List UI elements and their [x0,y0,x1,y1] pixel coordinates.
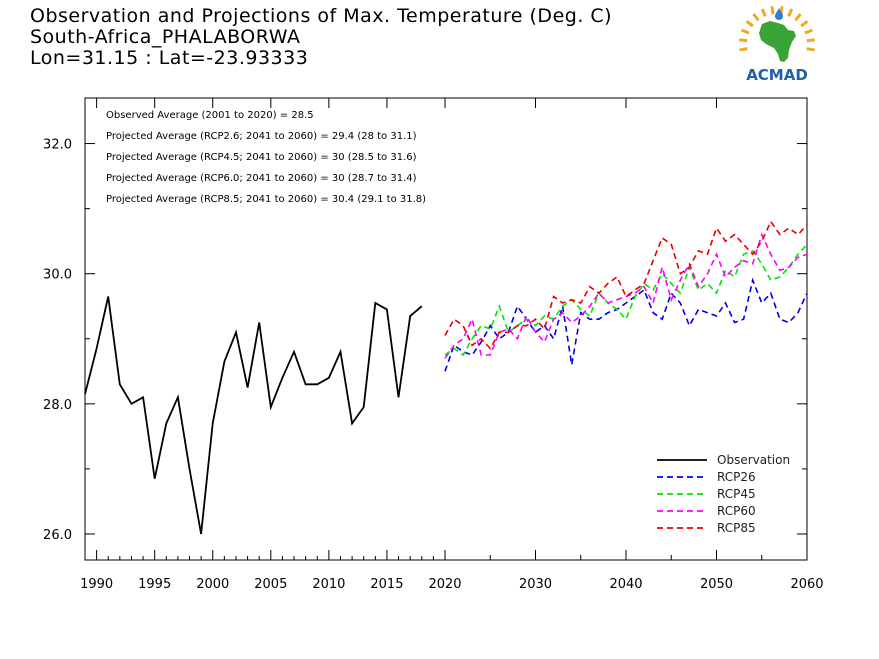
sun-ray [806,47,815,52]
x-tick-label: 2010 [312,577,345,592]
plot-frame [84,97,808,561]
africa-continent-icon [759,21,796,62]
y-tick-label: 28.0 [43,398,72,413]
sun-ray [794,13,802,22]
stat-line: Observed Average (2001 to 2020) = 28.5 [106,110,314,121]
sun-ray [800,20,809,28]
stat-line: Projected Average (RCP4.5; 2041 to 2060)… [106,152,417,163]
sun-ray [770,6,775,15]
legend-label: RCP60 [717,504,756,518]
x-tick-label: 2040 [609,577,642,592]
x-tick-label: 1995 [138,577,171,592]
chart-title-block: Observation and Projections of Max. Temp… [30,6,612,69]
sun-ray [741,28,750,35]
sun-ray [739,38,748,43]
station-name: South-Africa_PHALABORWA [30,26,301,48]
legend-label: RCP45 [717,487,756,501]
station-coordinates: Lon=31.15 : Lat=-23.93333 [30,47,309,69]
logo-text: ACMAD [746,66,808,84]
series-line-rcp60 [444,232,808,359]
series-line-rcp45 [444,243,808,357]
stat-line: Projected Average (RCP2.6; 2041 to 2060)… [106,131,417,142]
x-tick-label: 2005 [254,577,287,592]
x-tick-label: 1990 [80,577,113,592]
sun-ray [745,20,754,28]
sun-ray [806,38,815,43]
chart-axes: 26.0 28.0 30.0 32.0 1990 1995 2000 2005 2010 2015… [43,97,824,592]
x-tick-label: 2060 [790,577,823,592]
x-tick-label: 2020 [428,577,461,592]
sun-ray [804,28,813,35]
sun-ray [760,8,767,17]
chart-legend: Observation RCP26 RCP45 RCP60 RCP85 [657,453,790,535]
legend-label: Observation [717,453,790,467]
legend-label: RCP85 [717,521,756,535]
y-tick-label: 30.0 [43,268,72,283]
water-drop-icon [775,8,783,20]
africa-map-logo-icon: ACMAD [739,6,815,84]
chart-title: Observation and Projections of Max. Temp… [30,5,613,27]
legend-label: RCP26 [717,470,756,484]
sun-rays-icon [739,6,815,52]
stat-line: Projected Average (RCP6.0; 2041 to 2060)… [106,173,417,184]
x-tick-label: 2000 [196,577,229,592]
y-tick-label: 32.0 [43,138,72,153]
sun-ray [787,8,794,17]
stats-annotations: Observed Average (2001 to 2020) = 28.5 Pr… [106,110,426,205]
stat-line: Projected Average (RCP8.5; 2041 to 2060)… [106,194,426,205]
series-line-rcp26 [444,277,808,372]
series-line-rcp85 [444,219,808,350]
x-tick-label: 2030 [519,577,552,592]
series-line-observation [84,296,423,535]
chart-series [84,219,808,535]
y-tick-label: 26.0 [43,528,72,543]
sun-ray [752,13,760,22]
acmad-logo: ACMAD [736,6,818,86]
sun-ray [739,47,748,52]
x-tick-label: 2015 [370,577,403,592]
x-tick-label: 2050 [700,577,733,592]
